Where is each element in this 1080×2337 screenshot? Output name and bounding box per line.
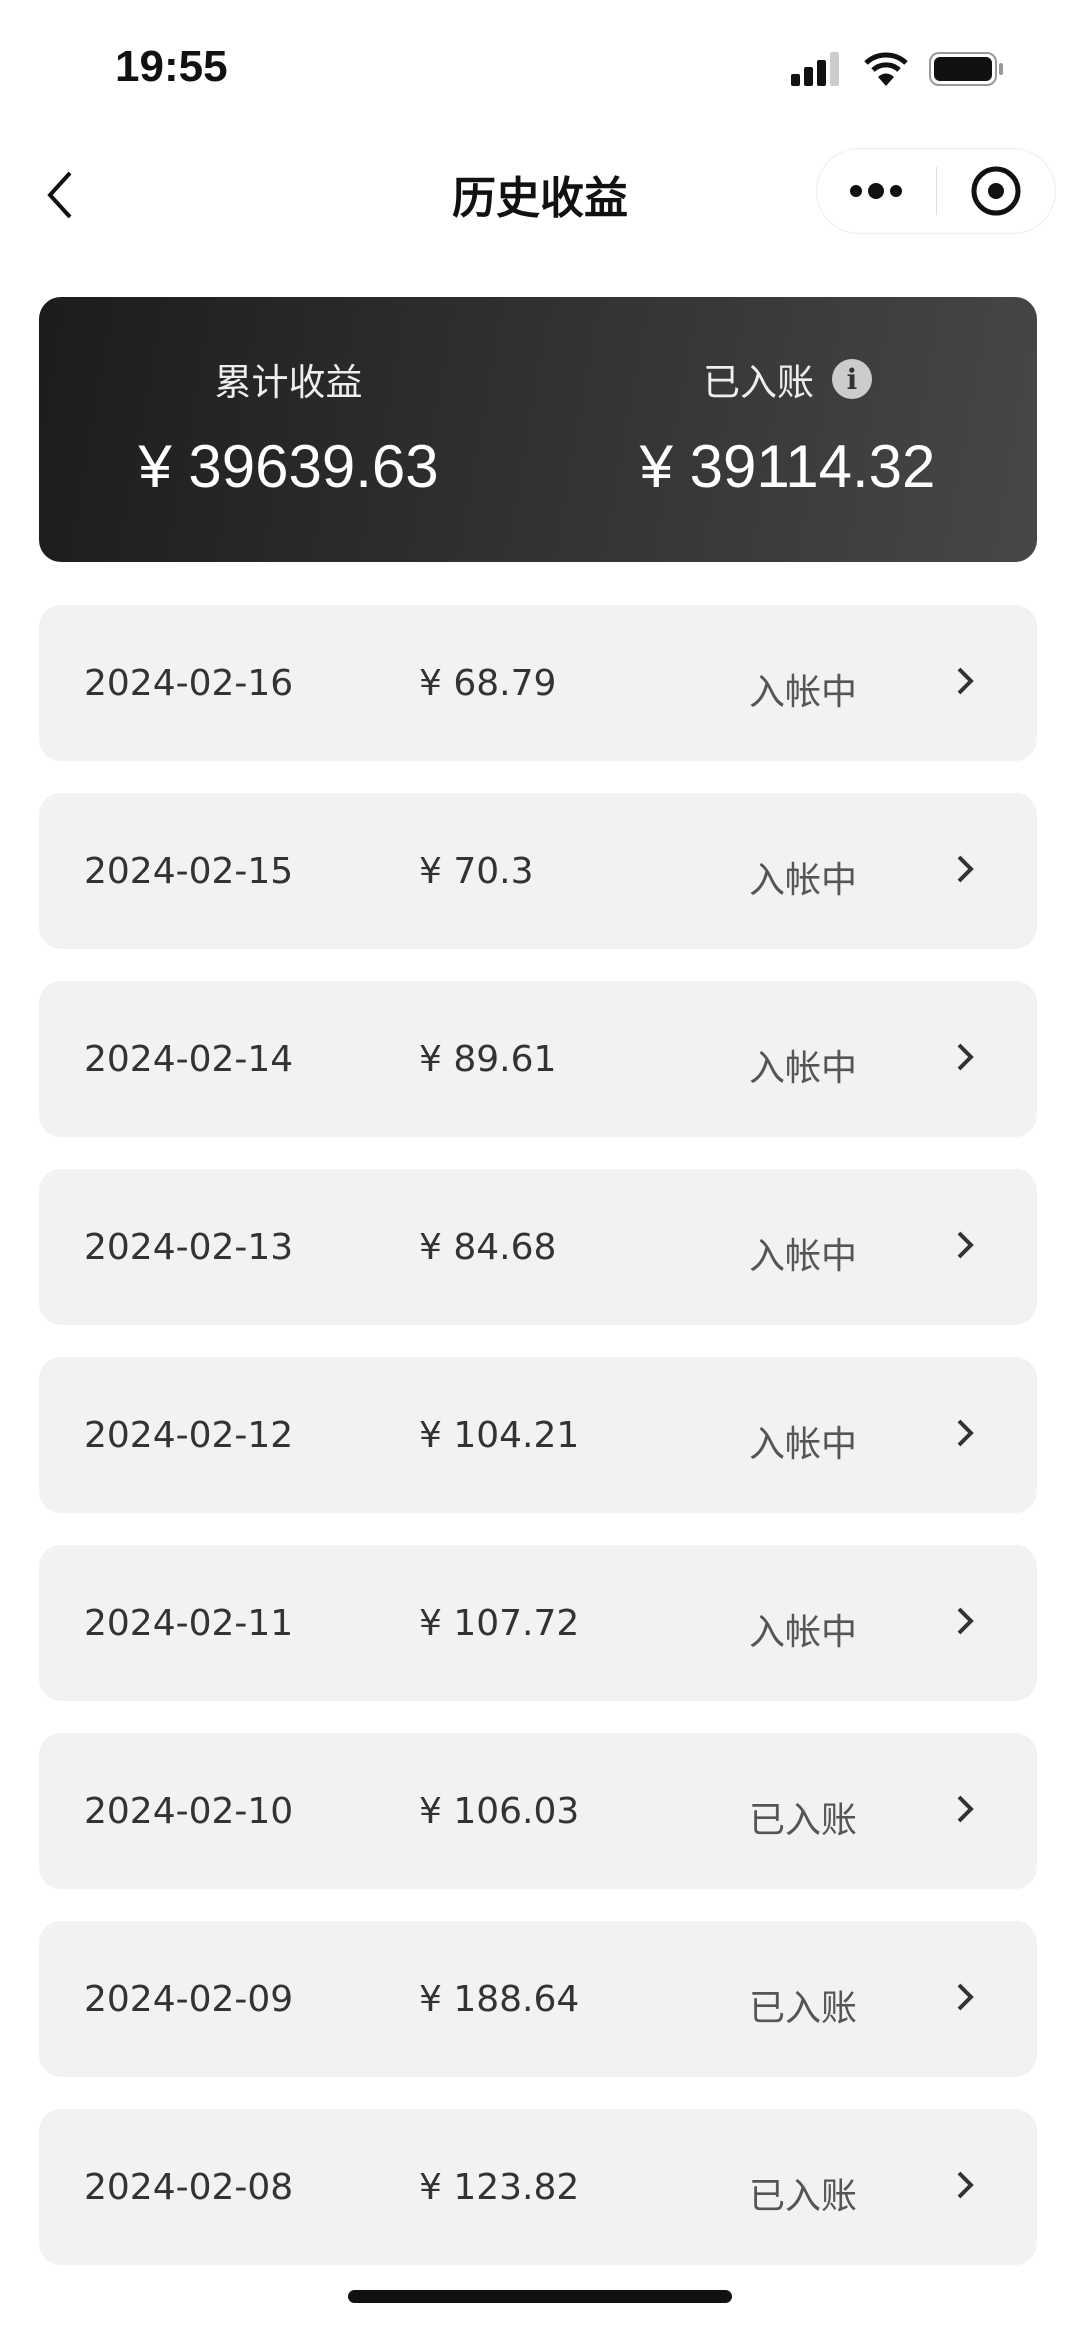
total-label: 累计收益 — [214, 361, 363, 404]
signal-icon — [791, 52, 839, 86]
list-item[interactable]: 2024-02-09 ¥ 188.64 已入账 — [39, 1921, 1037, 2077]
home-indicator — [348, 2290, 732, 2303]
chevron-right-icon — [949, 1219, 979, 1278]
record-status: 已入账 — [749, 1988, 858, 2029]
record-date: 2024-02-16 — [84, 663, 294, 704]
chevron-right-icon — [949, 655, 979, 714]
record-status: 已入账 — [749, 2176, 858, 2217]
record-date: 2024-02-14 — [84, 1039, 294, 1080]
chevron-right-icon — [949, 1407, 979, 1466]
list-item[interactable]: 2024-02-15 ¥ 70.3 入帐中 — [39, 793, 1037, 949]
chevron-right-icon — [949, 1031, 979, 1090]
chevron-right-icon — [949, 1971, 979, 2030]
record-amount: ¥ 68.79 — [419, 663, 557, 704]
record-status: 入帐中 — [749, 672, 858, 713]
record-status: 入帐中 — [749, 1048, 858, 1089]
chevron-right-icon — [949, 843, 979, 902]
record-date: 2024-02-10 — [84, 1791, 294, 1832]
list-item[interactable]: 2024-02-16 ¥ 68.79 入帐中 — [39, 605, 1037, 761]
chevron-right-icon — [949, 1783, 979, 1842]
record-amount: ¥ 123.82 — [419, 2167, 580, 2208]
record-date: 2024-02-09 — [84, 1979, 294, 2020]
page-title: 历史收益 — [452, 173, 628, 224]
wifi-icon — [864, 52, 908, 86]
close-button[interactable] — [937, 149, 1056, 233]
record-status: 入帐中 — [749, 1612, 858, 1653]
info-icon[interactable]: i — [832, 359, 872, 399]
credited-earnings: 已入账 i ¥ 39114.32 — [538, 297, 1037, 562]
record-amount: ¥ 70.3 — [419, 851, 534, 892]
list-item[interactable]: 2024-02-10 ¥ 106.03 已入账 — [39, 1733, 1037, 1889]
status-bar: 19:55 — [0, 0, 1080, 130]
battery-icon — [929, 52, 1003, 86]
list-item[interactable]: 2024-02-13 ¥ 84.68 入帐中 — [39, 1169, 1037, 1325]
record-amount: ¥ 106.03 — [419, 1791, 580, 1832]
record-date: 2024-02-08 — [84, 2167, 294, 2208]
back-icon[interactable] — [42, 165, 82, 225]
list-item[interactable]: 2024-02-08 ¥ 123.82 已入账 — [39, 2109, 1037, 2265]
nav-bar: 历史收益 — [0, 140, 1080, 250]
record-status: 入帐中 — [749, 1424, 858, 1465]
more-button[interactable] — [817, 149, 936, 233]
record-amount: ¥ 89.61 — [419, 1039, 557, 1080]
chevron-right-icon — [949, 1595, 979, 1654]
record-amount: ¥ 104.21 — [419, 1415, 580, 1456]
total-amount: ¥ 39639.63 — [138, 433, 439, 500]
credited-amount: ¥ 39114.32 — [639, 433, 936, 500]
record-date: 2024-02-11 — [84, 1603, 294, 1644]
summary-card: 累计收益 ¥ 39639.63 已入账 i ¥ 39114.32 — [39, 297, 1037, 562]
record-date: 2024-02-12 — [84, 1415, 294, 1456]
list-item[interactable]: 2024-02-14 ¥ 89.61 入帐中 — [39, 981, 1037, 1137]
total-earnings: 累计收益 ¥ 39639.63 — [39, 297, 538, 562]
record-amount: ¥ 188.64 — [419, 1979, 580, 2020]
record-status: 入帐中 — [749, 1236, 858, 1277]
divider — [935, 167, 937, 215]
credited-label: 已入账 — [703, 361, 814, 404]
list-item[interactable]: 2024-02-11 ¥ 107.72 入帐中 — [39, 1545, 1037, 1701]
record-status: 入帐中 — [749, 860, 858, 901]
clock: 19:55 — [115, 42, 228, 91]
record-date: 2024-02-13 — [84, 1227, 294, 1268]
record-amount: ¥ 84.68 — [419, 1227, 557, 1268]
list-item[interactable]: 2024-02-12 ¥ 104.21 入帐中 — [39, 1357, 1037, 1513]
record-date: 2024-02-15 — [84, 851, 294, 892]
record-status: 已入账 — [749, 1800, 858, 1841]
record-amount: ¥ 107.72 — [419, 1603, 580, 1644]
mini-program-capsule — [816, 148, 1056, 234]
more-icon — [850, 183, 903, 199]
target-icon — [971, 166, 1021, 216]
chevron-right-icon — [949, 2159, 979, 2218]
